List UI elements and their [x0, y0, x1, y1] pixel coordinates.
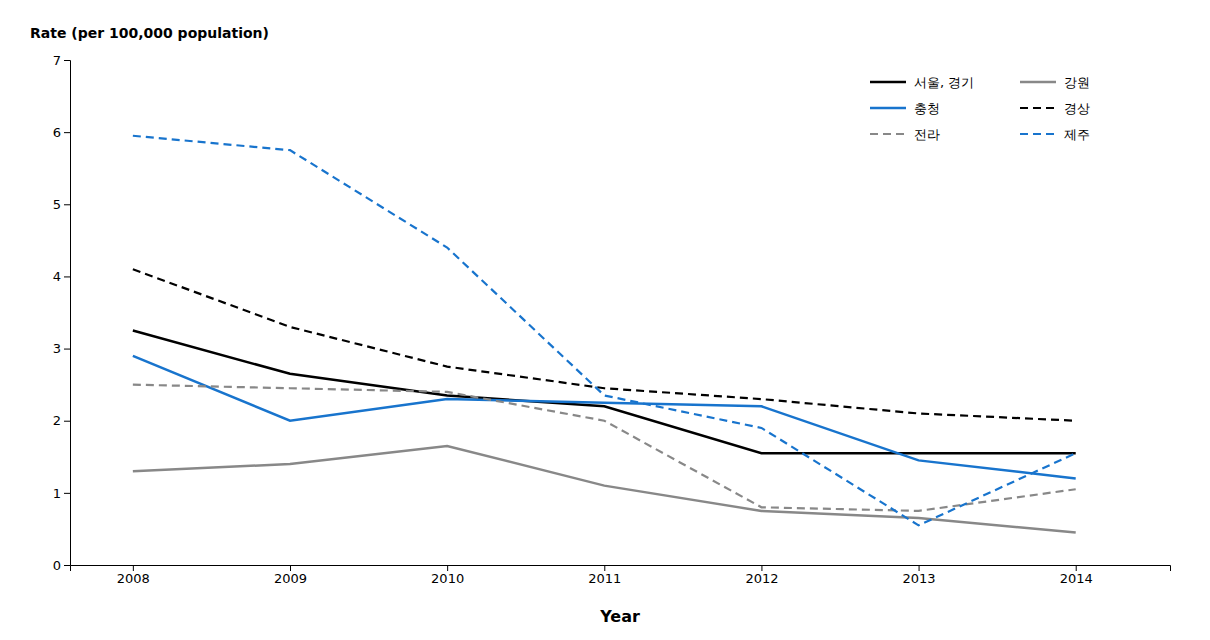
legend-item: 서울, 경기 [870, 75, 974, 90]
tick-label: 5 [53, 197, 61, 212]
series-line [133, 446, 1076, 533]
tick: 1 [53, 486, 70, 501]
tick-label: 6 [53, 125, 61, 140]
tick-label: 2012 [745, 571, 778, 586]
tick-mark [761, 565, 762, 571]
tick-label: 0 [53, 558, 61, 573]
tick: 3 [53, 341, 70, 356]
tick: 4 [53, 269, 70, 284]
legend-swatch [870, 81, 906, 84]
y-axis: 0 1 2 3 4 5 6 7 [53, 53, 71, 573]
tick-mark [64, 60, 70, 61]
tick-mark [64, 493, 70, 494]
legend-item: 제주 [1020, 127, 1090, 142]
lines [133, 136, 1076, 533]
tick-label: 7 [53, 53, 61, 68]
series-line [133, 356, 1076, 479]
tick-mark [133, 565, 134, 571]
tick: 0 [53, 558, 70, 573]
tick-mark [604, 565, 605, 571]
tick: 2009 [274, 565, 307, 586]
legend-swatch [1020, 107, 1056, 109]
series-line [133, 331, 1076, 454]
tick-mark [64, 276, 70, 277]
tick-mark [64, 204, 70, 205]
legend-swatch [1020, 133, 1056, 135]
tick-label: 3 [53, 341, 61, 356]
legend-item: 강원 [1020, 75, 1090, 90]
x-axis-title: Year [599, 607, 640, 626]
series-line [133, 136, 1076, 526]
tick: 2012 [745, 565, 778, 586]
legend-label: 전라 [914, 127, 940, 142]
legend-label: 강원 [1064, 75, 1090, 90]
legend-swatch [870, 107, 906, 110]
tick-mark [64, 132, 70, 133]
axis-line [71, 566, 1171, 572]
tick-label: 2013 [903, 571, 936, 586]
legend-label: 서울, 경기 [914, 75, 974, 90]
chart: 2008 2009 2010 2011 2012 2013 2014 0 1 2 3 4 5 6 7 서울, … [0, 0, 1210, 640]
tick-label: 2009 [274, 571, 307, 586]
tick-mark [1076, 565, 1077, 571]
tick-mark [64, 349, 70, 350]
tick-label: 2010 [431, 571, 464, 586]
tick-label: 2011 [588, 571, 621, 586]
tick: 2011 [588, 565, 621, 586]
tick-mark [919, 565, 920, 571]
legend-label: 충청 [914, 101, 940, 116]
tick: 7 [53, 53, 70, 68]
tick: 2008 [117, 565, 150, 586]
legend-item: 경상 [1020, 101, 1090, 116]
legend-swatch [870, 133, 906, 135]
tick: 5 [53, 197, 70, 212]
tick-mark [64, 421, 70, 422]
x-axis: 2008 2009 2010 2011 2012 2013 2014 [71, 565, 1171, 586]
y-axis-title: Rate (per 100,000 population) [30, 25, 269, 41]
tick: 2014 [1060, 565, 1093, 586]
legend-label: 제주 [1064, 127, 1090, 142]
tick-label: 2 [53, 413, 61, 428]
tick-mark [447, 565, 448, 571]
tick: 6 [53, 125, 70, 140]
series-line [133, 385, 1076, 511]
tick-mark [64, 565, 70, 566]
tick: 2013 [903, 565, 936, 586]
tick-label: 4 [53, 269, 61, 284]
tick-label: 2008 [117, 571, 150, 586]
series-line [133, 269, 1076, 421]
legend: 서울, 경기 강원충청 경상전라 제주 [870, 75, 1090, 142]
axis-line [64, 61, 71, 566]
legend-item: 전라 [870, 127, 940, 142]
plot-area: 2008 2009 2010 2011 2012 2013 2014 0 1 2 3 4 5 6 7 서울, … [53, 53, 1171, 587]
tick: 2 [53, 413, 70, 428]
legend-label: 경상 [1064, 101, 1090, 116]
tick: 2010 [431, 565, 464, 586]
tick-mark [290, 565, 291, 571]
tick-label: 2014 [1060, 571, 1093, 586]
legend-swatch [1020, 81, 1056, 84]
legend-item: 충청 [870, 101, 940, 116]
tick-label: 1 [53, 486, 61, 501]
